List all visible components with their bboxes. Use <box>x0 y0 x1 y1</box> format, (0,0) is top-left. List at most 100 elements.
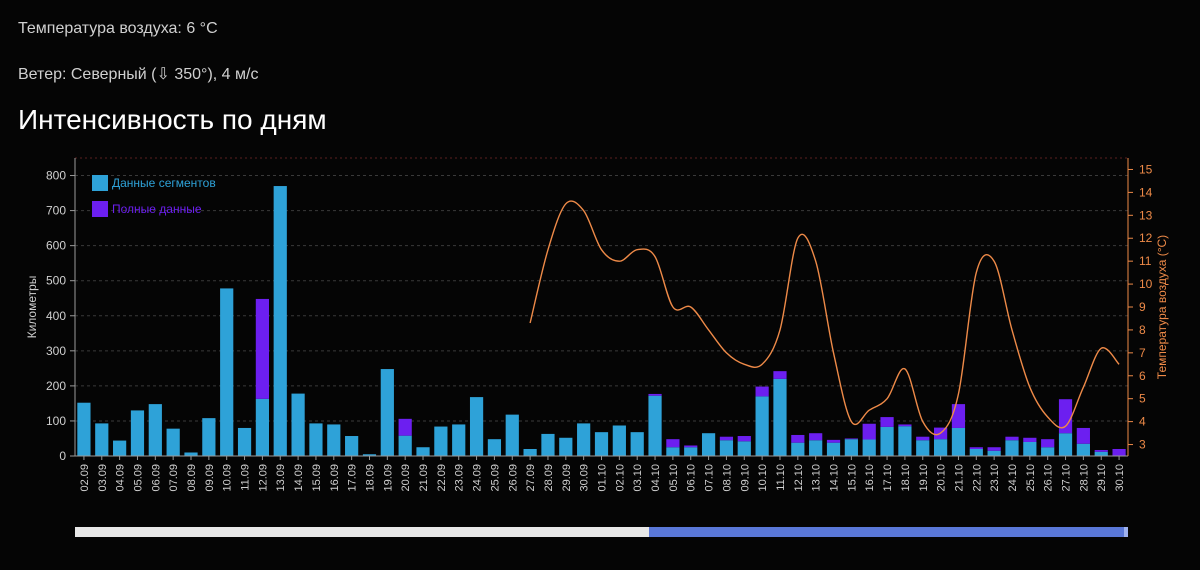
bar-segments-12.10[interactable] <box>791 442 805 456</box>
range-selected-area[interactable] <box>648 527 1128 537</box>
bar-segments-07.09[interactable] <box>166 428 180 456</box>
bar-segments-27.10[interactable] <box>1058 433 1073 456</box>
bar-segments-25.10[interactable] <box>1023 441 1037 456</box>
bar-segments-06.09[interactable] <box>148 404 162 456</box>
x-tick-label: 10.09 <box>222 464 234 492</box>
bar-full-23.10[interactable] <box>987 447 1001 451</box>
bar-full-26.10[interactable] <box>1041 439 1055 448</box>
bar-segments-05.10[interactable] <box>666 447 680 456</box>
bar-segments-05.09[interactable] <box>130 410 145 456</box>
bar-segments-28.09[interactable] <box>541 433 555 456</box>
bar-segments-01.10[interactable] <box>594 432 609 456</box>
bar-segments-12.09[interactable] <box>255 398 270 456</box>
bar-segments-30.09[interactable] <box>577 423 591 456</box>
bar-segments-07.10[interactable] <box>701 433 716 456</box>
bar-segments-09.10[interactable] <box>737 441 751 456</box>
bar-segments-08.10[interactable] <box>719 440 734 456</box>
bar-segments-19.09[interactable] <box>380 369 394 456</box>
legend-swatch[interactable] <box>92 175 108 191</box>
bar-full-21.10[interactable] <box>951 404 966 428</box>
bar-segments-14.10[interactable] <box>826 442 841 456</box>
bar-segments-22.10[interactable] <box>969 448 983 456</box>
bar-segments-21.10[interactable] <box>951 427 966 456</box>
bar-full-30.10[interactable] <box>1112 448 1126 456</box>
range-selector[interactable] <box>75 527 1128 537</box>
bar-segments-27.09[interactable] <box>523 448 537 456</box>
bar-full-04.10[interactable] <box>648 393 662 396</box>
bar-segments-14.09[interactable] <box>291 393 305 456</box>
bar-full-05.10[interactable] <box>666 439 680 448</box>
bar-segments-04.10[interactable] <box>648 395 662 456</box>
bar-segments-15.10[interactable] <box>844 439 858 456</box>
x-tick-label: 04.09 <box>115 464 127 492</box>
bar-full-25.10[interactable] <box>1023 437 1037 442</box>
legend-label[interactable]: Данные сегментов <box>112 176 216 190</box>
bar-segments-18.10[interactable] <box>898 426 912 456</box>
bar-segments-28.10[interactable] <box>1076 443 1090 456</box>
bar-segments-26.09[interactable] <box>505 414 519 456</box>
bar-segments-17.10[interactable] <box>880 426 894 456</box>
x-tick-label: 18.10 <box>900 464 912 492</box>
bar-full-14.10[interactable] <box>826 439 841 443</box>
bar-segments-02.10[interactable] <box>612 425 626 456</box>
bar-full-09.10[interactable] <box>737 436 751 442</box>
bar-segments-10.10[interactable] <box>755 396 769 456</box>
bar-segments-24.09[interactable] <box>469 397 484 456</box>
bar-full-12.10[interactable] <box>791 434 805 443</box>
bar-segments-29.10[interactable] <box>1094 451 1108 456</box>
bar-segments-03.10[interactable] <box>630 432 644 456</box>
bar-segments-23.10[interactable] <box>987 450 1001 456</box>
bar-segments-26.10[interactable] <box>1041 447 1055 456</box>
bar-full-20.09[interactable] <box>398 418 412 436</box>
bar-segments-10.09[interactable] <box>220 288 234 456</box>
bar-segments-11.10[interactable] <box>773 378 787 456</box>
x-tick-label: 21.09 <box>418 464 430 492</box>
bar-full-06.10[interactable] <box>684 445 698 448</box>
bar-segments-25.09[interactable] <box>487 439 502 456</box>
bar-segments-19.10[interactable] <box>916 440 930 456</box>
bar-segments-13.10[interactable] <box>809 440 823 456</box>
bar-full-17.10[interactable] <box>880 417 894 427</box>
x-tick-label: 30.10 <box>1114 464 1126 492</box>
bar-full-16.10[interactable] <box>862 423 876 440</box>
bar-segments-13.09[interactable] <box>273 186 287 456</box>
bar-segments-23.09[interactable] <box>452 424 466 456</box>
bar-segments-16.09[interactable] <box>327 424 341 456</box>
bar-full-29.10[interactable] <box>1094 450 1108 452</box>
bar-segments-24.10[interactable] <box>1005 440 1019 456</box>
bar-segments-22.09[interactable] <box>434 426 448 456</box>
bars[interactable] <box>77 186 1126 456</box>
bar-full-13.10[interactable] <box>809 433 823 441</box>
bar-segments-09.09[interactable] <box>202 418 216 456</box>
bar-segments-15.09[interactable] <box>309 423 323 456</box>
bar-full-10.10[interactable] <box>755 386 769 397</box>
bar-full-18.10[interactable] <box>898 424 912 427</box>
bar-full-28.10[interactable] <box>1076 427 1090 444</box>
bar-full-11.10[interactable] <box>773 371 787 379</box>
bar-segments-17.09[interactable] <box>345 436 359 456</box>
range-handle-right[interactable] <box>1124 527 1128 537</box>
bar-segments-08.09[interactable] <box>184 452 198 456</box>
bar-full-15.10[interactable] <box>844 438 858 440</box>
bar-segments-11.09[interactable] <box>237 427 252 456</box>
bar-full-08.10[interactable] <box>719 436 734 441</box>
legend-swatch[interactable] <box>92 201 108 217</box>
bar-segments-20.09[interactable] <box>398 435 412 456</box>
bar-segments-21.09[interactable] <box>416 447 430 456</box>
bar-full-24.10[interactable] <box>1005 436 1019 441</box>
legend[interactable]: Данные сегментов Полные данные <box>92 175 216 217</box>
bar-segments-20.10[interactable] <box>933 439 948 456</box>
legend-label[interactable]: Полные данные <box>112 202 202 216</box>
bar-segments-04.09[interactable] <box>113 440 127 456</box>
x-tick-label: 12.10 <box>793 464 805 492</box>
bar-segments-18.09[interactable] <box>362 454 377 456</box>
bar-segments-29.09[interactable] <box>559 437 573 456</box>
bar-segments-06.10[interactable] <box>684 447 698 456</box>
bar-full-19.10[interactable] <box>916 436 930 441</box>
bar-segments-03.09[interactable] <box>95 423 109 456</box>
bar-segments-02.09[interactable] <box>77 402 91 456</box>
bar-full-12.09[interactable] <box>255 298 270 399</box>
bar-full-22.10[interactable] <box>969 447 983 449</box>
bar-full-27.10[interactable] <box>1058 399 1073 434</box>
bar-segments-16.10[interactable] <box>862 439 876 456</box>
